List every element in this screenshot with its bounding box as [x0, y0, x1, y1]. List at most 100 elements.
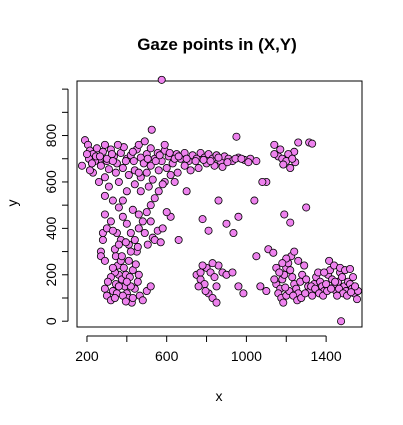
data-point	[104, 182, 113, 191]
data-point	[308, 291, 317, 300]
data-point	[174, 235, 183, 244]
data-point	[140, 229, 149, 238]
data-point	[118, 164, 127, 173]
data-point	[218, 162, 227, 171]
data-point	[128, 293, 137, 302]
data-point	[117, 252, 126, 261]
data-point	[165, 148, 174, 157]
data-point	[270, 275, 279, 284]
data-point	[157, 75, 166, 84]
data-point	[100, 210, 109, 219]
data-point	[77, 161, 86, 170]
data-point	[173, 168, 182, 177]
data-point	[338, 273, 347, 282]
data-point	[301, 289, 310, 298]
data-point	[151, 157, 160, 166]
data-point	[331, 277, 340, 286]
data-point	[121, 157, 130, 166]
data-point	[143, 240, 152, 249]
data-point	[214, 196, 223, 205]
data-point	[114, 282, 123, 291]
data-point	[108, 196, 117, 205]
data-point	[158, 224, 167, 233]
data-point	[128, 147, 137, 156]
y-tick-label: 800	[43, 124, 59, 148]
data-point	[126, 247, 135, 256]
data-point	[244, 158, 253, 167]
data-point	[199, 155, 208, 164]
data-point	[134, 270, 143, 279]
data-point	[206, 157, 215, 166]
x-tick-label: 200	[75, 348, 99, 364]
data-point	[302, 203, 311, 212]
data-point	[191, 157, 200, 166]
data-point	[228, 268, 237, 277]
x-axis: 200 600 1000 1400	[75, 335, 342, 364]
data-point	[279, 298, 288, 307]
data-point	[194, 282, 203, 291]
x-tick-label: 1400	[311, 348, 342, 364]
data-point	[279, 160, 288, 169]
data-point	[121, 238, 130, 247]
data-point	[114, 177, 123, 186]
data-point	[180, 161, 189, 170]
data-point	[114, 240, 123, 249]
data-point	[198, 261, 207, 270]
data-point	[146, 144, 155, 153]
data-point	[204, 226, 213, 235]
data-point	[223, 158, 232, 167]
data-point	[122, 277, 131, 286]
data-point	[278, 259, 287, 268]
data-point	[131, 260, 140, 269]
data-point	[325, 256, 334, 265]
data-point	[122, 219, 131, 228]
data-point	[129, 157, 138, 166]
data-point	[144, 182, 153, 191]
data-point	[351, 282, 360, 291]
data-point	[252, 157, 261, 166]
data-point	[234, 282, 243, 291]
data-point	[133, 277, 142, 286]
data-point	[154, 166, 163, 175]
data-point	[252, 252, 261, 261]
data-point	[349, 273, 358, 282]
data-point	[118, 196, 127, 205]
data-point	[136, 187, 145, 196]
data-point	[130, 235, 139, 244]
data-point	[208, 259, 217, 268]
data-point	[270, 150, 279, 159]
data-point	[138, 296, 147, 305]
data-point	[147, 125, 156, 134]
data-point	[156, 238, 165, 247]
data-point	[133, 242, 142, 251]
data-point	[258, 177, 267, 186]
data-point	[280, 210, 289, 219]
data-point	[353, 295, 362, 304]
data-point	[121, 297, 130, 306]
data-point	[126, 229, 135, 238]
data-point	[122, 187, 131, 196]
x-axis-label: x	[216, 388, 223, 404]
data-point	[94, 177, 103, 186]
data-point	[276, 145, 285, 154]
data-point	[95, 152, 104, 161]
data-point	[100, 284, 109, 293]
data-point	[198, 215, 207, 224]
data-point	[327, 284, 336, 293]
data-point	[92, 144, 101, 153]
data-point	[134, 140, 143, 149]
data-point	[288, 273, 297, 282]
data-point	[146, 201, 155, 210]
data-point	[111, 168, 120, 177]
data-point	[212, 282, 221, 291]
data-point	[194, 164, 203, 173]
data-point	[100, 191, 109, 200]
data-point	[146, 282, 155, 291]
data-point	[270, 140, 279, 149]
data-point	[100, 140, 109, 149]
chart-title: Gaze points in (X,Y)	[137, 35, 297, 54]
plot-frame	[76, 80, 363, 328]
y-axis: 0 200 400 600 800	[43, 88, 69, 325]
y-tick-label: 600	[43, 170, 59, 194]
data-point	[124, 256, 133, 265]
